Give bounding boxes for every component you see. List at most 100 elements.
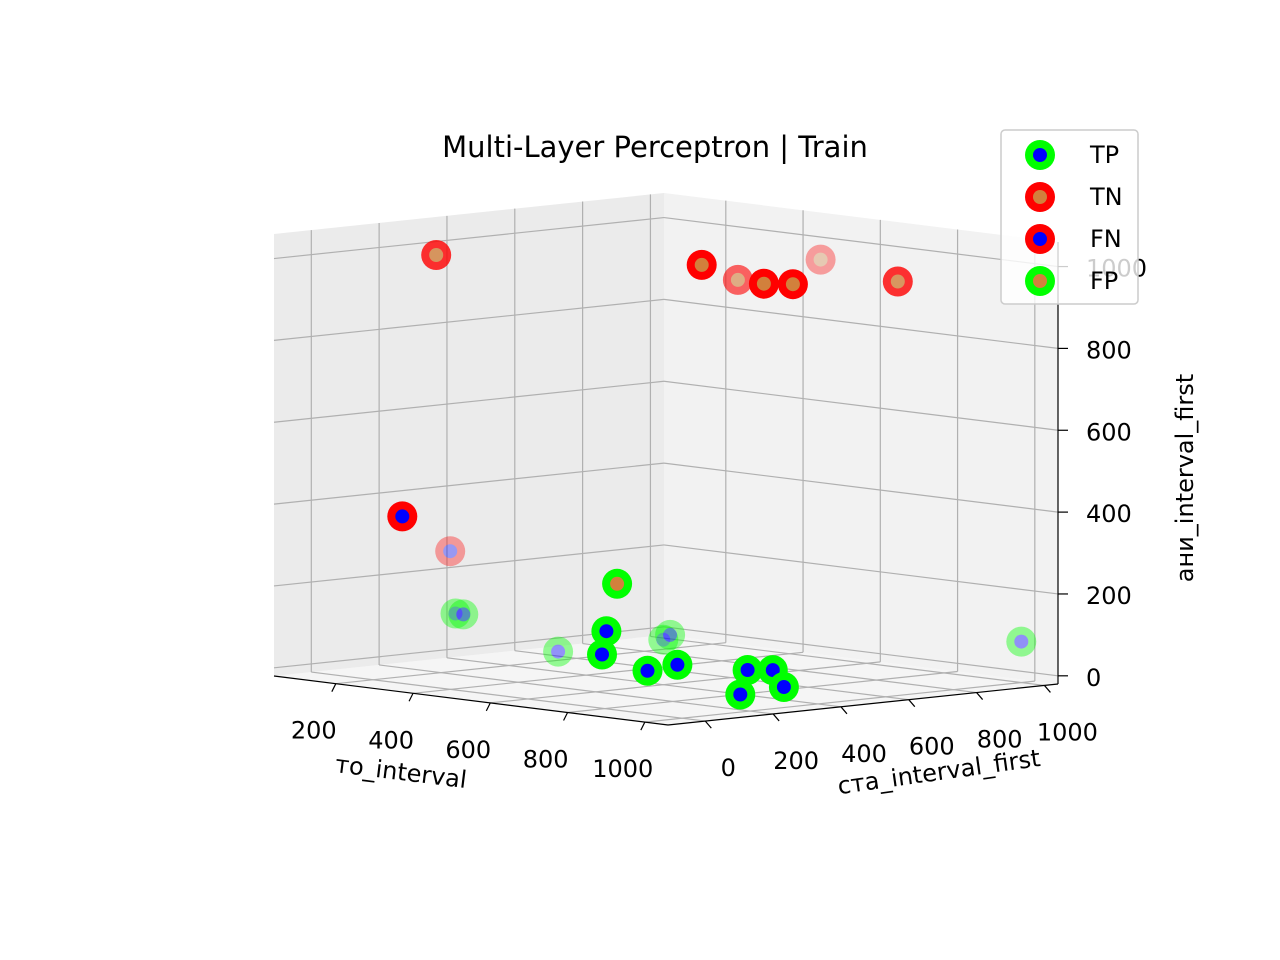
grid-line-z-right-wall [273, 298, 665, 342]
grid-line-x-floor [644, 680, 1035, 723]
point-marker-edge [1006, 626, 1037, 657]
grid-line-x-floor [335, 642, 726, 685]
point-tp [591, 616, 622, 647]
x-tick-label: 600 [445, 736, 491, 764]
x-tick-label: 800 [523, 746, 569, 774]
legend-item-fn: FN [1025, 224, 1122, 254]
x-tick-label: 400 [368, 726, 414, 754]
x-tick-mark [640, 721, 646, 731]
z-axis-label: ани_interval_first [1171, 374, 1199, 582]
y-tick-mark [1043, 685, 1051, 693]
chart-title: Multi-Layer Perceptron | Train [442, 130, 868, 164]
point-marker-edge [805, 244, 836, 275]
legend-item-tp: TP [1025, 140, 1119, 170]
z-tick-label: 400 [1086, 500, 1132, 528]
point-marker-face [1014, 634, 1029, 649]
grid-line-y-floor [379, 664, 774, 715]
point-marker-face [456, 607, 471, 622]
point-tp [655, 619, 686, 650]
left-wall-pane [664, 193, 1058, 684]
legend-label: FP [1090, 267, 1118, 295]
point-tp [768, 672, 799, 702]
legend-frame [1000, 129, 1139, 305]
grid-line-y-floor [514, 650, 909, 701]
point-marker-face [595, 647, 609, 662]
axis-lines [273, 242, 1068, 731]
point-marker-edge [543, 636, 574, 667]
point-tp [448, 599, 479, 630]
legend-marker-face [1033, 274, 1047, 288]
point-marker-face [551, 644, 566, 659]
grid-line-y-floor [650, 635, 1045, 687]
point-marker-face [395, 509, 410, 524]
point-fn [435, 536, 466, 567]
y-tick-label: 1000 [1037, 718, 1098, 746]
point-marker-face [740, 663, 755, 677]
point-marker-face [765, 663, 780, 678]
x-axis-line [273, 675, 669, 726]
point-marker-face [670, 657, 685, 672]
x-tick-mark [485, 702, 491, 712]
legend-item-fp: FP [1025, 266, 1118, 296]
point-tn [722, 264, 753, 295]
y-tick-mark [840, 706, 848, 715]
point-tn [777, 269, 808, 300]
x-tick-mark [408, 693, 414, 702]
point-marker-face [610, 576, 625, 591]
point-tp [587, 639, 617, 670]
legend-marker-face [1033, 190, 1047, 204]
data-points [387, 240, 1037, 710]
legend: TP TN FN FP [1000, 129, 1139, 305]
point-marker-face [599, 624, 614, 639]
point-tn [686, 249, 717, 280]
y-tick-label: 400 [841, 740, 887, 768]
point-marker-face [730, 272, 745, 287]
x-tick-label: 1000 [592, 755, 653, 783]
y-tick-label: 0 [721, 754, 736, 782]
point-marker-edge [435, 536, 466, 567]
point-marker-face [785, 277, 800, 292]
point-marker-face [694, 257, 709, 272]
point-marker-face [813, 252, 828, 267]
tick-labels: 200 400 600 800 1000 0 200 400 600 800 1000 0 200 400… [291, 255, 1147, 783]
grid-line-z-right-wall [273, 380, 665, 423]
x-tick-mark [563, 712, 569, 721]
z-tick-label: 800 [1086, 336, 1132, 364]
grid-line-z-right-wall [273, 462, 665, 505]
grid-line-z-left-wall [663, 626, 1059, 677]
grid-line-x-floor [567, 670, 958, 714]
point-marker-face [890, 274, 905, 289]
y-axis-line [667, 683, 1059, 726]
z-tick-label: 200 [1086, 582, 1132, 610]
point-marker-face [663, 627, 678, 642]
point-tp [648, 624, 679, 655]
grid-line-z-left-wall [663, 216, 1059, 268]
y-tick-mark [704, 720, 712, 729]
legend-label: TP [1089, 141, 1119, 169]
point-marker-face [640, 663, 655, 678]
grid-line-z-left-wall [663, 544, 1059, 595]
grid-line-z-left-wall [663, 380, 1059, 431]
y-tick-label: 600 [909, 733, 955, 761]
legend-items: TP TN FN FP [1025, 140, 1123, 296]
grid-line-z-right-wall [273, 544, 665, 587]
legend-item-tn: TN [1025, 182, 1123, 212]
point-tn [805, 244, 836, 275]
point-fn [387, 501, 418, 532]
point-marker-edge [655, 619, 686, 650]
point-marker-face [443, 544, 458, 559]
legend-label: TN [1089, 183, 1123, 211]
point-tp [440, 598, 471, 629]
y-tick-label: 200 [773, 747, 819, 775]
y-tick-label: 800 [977, 726, 1023, 754]
grid-line-z-right-wall [273, 216, 665, 260]
legend-marker-face [1033, 232, 1047, 246]
z-tick-label: 600 [1086, 418, 1132, 446]
grid-line-z-left-wall [663, 462, 1059, 513]
floor-pane [274, 635, 1058, 725]
point-marker-face [733, 687, 748, 702]
point-tn [748, 268, 779, 299]
grid-line-x-floor [490, 661, 881, 704]
point-marker-edge [440, 598, 471, 629]
